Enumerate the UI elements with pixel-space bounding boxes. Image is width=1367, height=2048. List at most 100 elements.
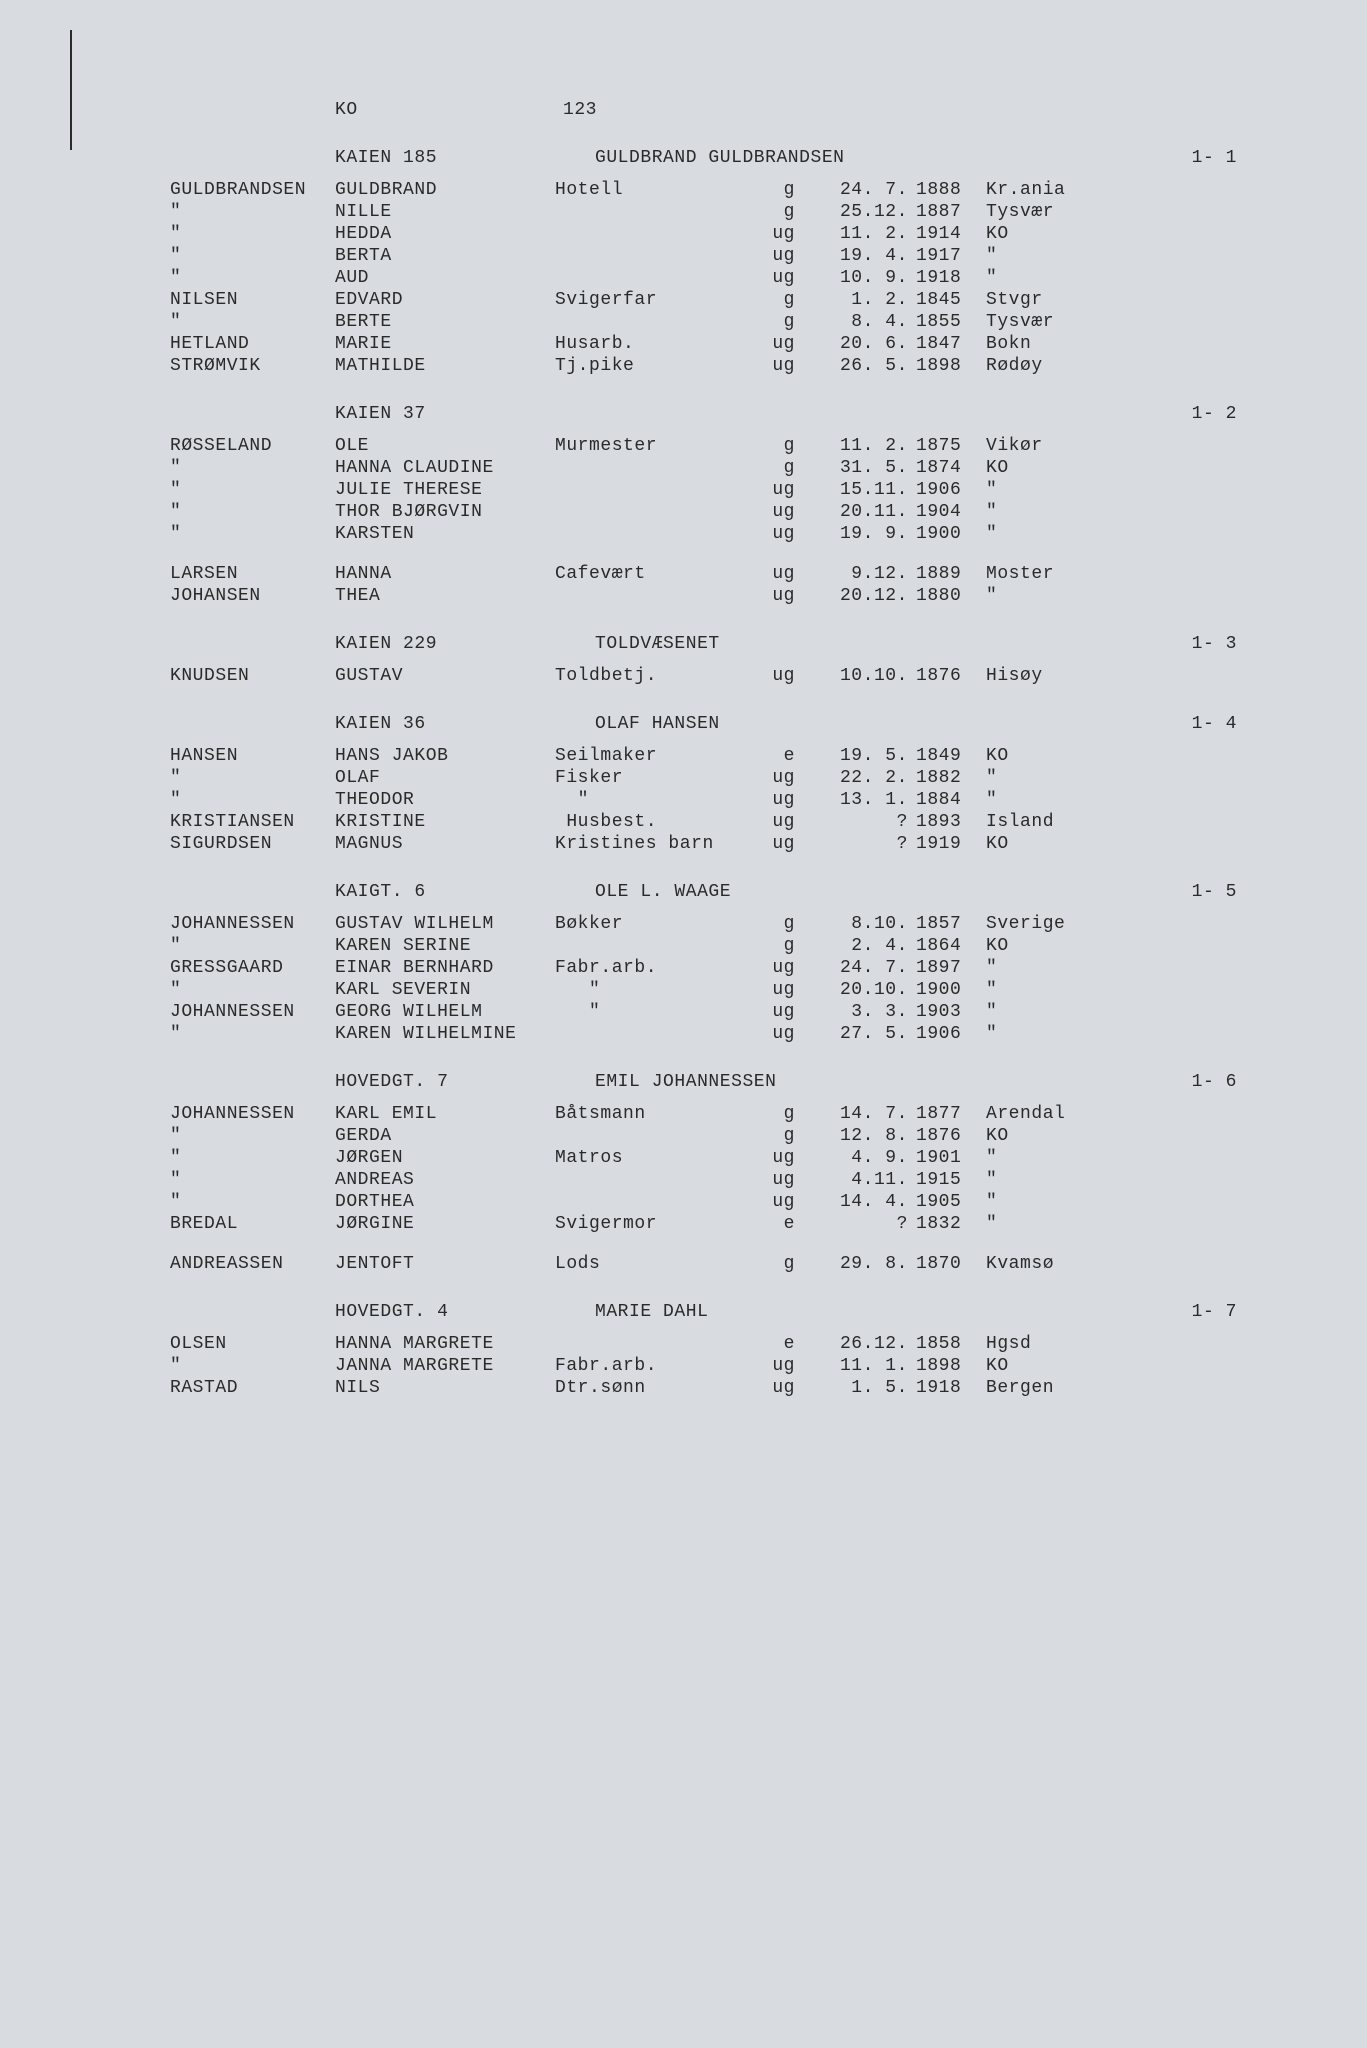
birth-date: 10.10. (803, 666, 916, 686)
birth-place: KO (986, 746, 1237, 766)
marital-status: ug (750, 1024, 803, 1044)
owner: TOLDVÆSENET (595, 634, 1157, 654)
birth-year: 1898 (916, 1356, 986, 1376)
entry-row: "KAREN SERINEg2. 4.1864KO (170, 936, 1237, 956)
occupation (555, 458, 750, 478)
spacer (170, 1302, 335, 1322)
birth-year: 1901 (916, 1148, 986, 1168)
given-name: THOR BJØRGVIN (335, 502, 555, 522)
entry-row: "ANDREASug4.11.1915" (170, 1170, 1237, 1190)
birth-place: Bergen (986, 1378, 1237, 1398)
birth-date: ? (803, 1214, 916, 1234)
surname: OLSEN (170, 1334, 335, 1354)
marital-status: ug (750, 1170, 803, 1190)
given-name: GEORG WILHELM (335, 1002, 555, 1022)
given-name: GERDA (335, 1126, 555, 1146)
birth-year: 1919 (916, 834, 986, 854)
address: KAIEN 36 (335, 714, 595, 734)
birth-place: " (986, 790, 1237, 810)
birth-year: 1914 (916, 224, 986, 244)
birth-place: " (986, 480, 1237, 500)
occupation (555, 502, 750, 522)
surname: NILSEN (170, 290, 335, 310)
surname: " (170, 224, 335, 244)
given-name: OLE (335, 436, 555, 456)
birth-date: 4.11. (803, 1170, 916, 1190)
surname: " (170, 1192, 335, 1212)
birth-place: KO (986, 936, 1237, 956)
surname: " (170, 1170, 335, 1190)
entry-row: "GERDAg12. 8.1876KO (170, 1126, 1237, 1146)
marital-status: g (750, 1126, 803, 1146)
surname: " (170, 1148, 335, 1168)
marital-status: ug (750, 980, 803, 1000)
section-header: KAIGT. 6OLE L. WAAGE1- 5 (170, 882, 1237, 902)
occupation (555, 1126, 750, 1146)
birth-year: 1917 (916, 246, 986, 266)
marital-status: g (750, 936, 803, 956)
header-code: KO (170, 100, 560, 120)
surname: " (170, 1126, 335, 1146)
page-header: KO 123 (170, 100, 1237, 120)
birth-place: " (986, 1024, 1237, 1044)
owner: OLE L. WAAGE (595, 882, 1157, 902)
given-name: ANDREAS (335, 1170, 555, 1190)
entry-row: "KARSTENug19. 9.1900" (170, 524, 1237, 544)
spacer (170, 1072, 335, 1092)
birth-year: 1845 (916, 290, 986, 310)
birth-year: 1898 (916, 356, 986, 376)
occupation: Fisker (555, 768, 750, 788)
marital-status: ug (750, 812, 803, 832)
address: KAIEN 185 (335, 148, 595, 168)
birth-date: 29. 8. (803, 1254, 916, 1274)
marital-status: ug (750, 1002, 803, 1022)
surname: " (170, 268, 335, 288)
birth-place: " (986, 958, 1237, 978)
entry-row: "THOR BJØRGVINug20.11.1904" (170, 502, 1237, 522)
marital-status: g (750, 914, 803, 934)
marital-status: ug (750, 524, 803, 544)
surname: " (170, 202, 335, 222)
entry-row: BREDALJØRGINESvigermore?1832" (170, 1214, 1237, 1234)
given-name: MATHILDE (335, 356, 555, 376)
occupation: Fabr.arb. (555, 958, 750, 978)
birth-year: 1877 (916, 1104, 986, 1124)
birth-date: ? (803, 812, 916, 832)
entry-row: NILSENEDVARDSvigerfarg1. 2.1845Stvgr (170, 290, 1237, 310)
birth-place: KO (986, 458, 1237, 478)
occupation: Svigermor (555, 1214, 750, 1234)
birth-date: 31. 5. (803, 458, 916, 478)
owner: EMIL JOHANNESSEN (595, 1072, 1157, 1092)
entry-row: ANDREASSENJENTOFTLodsg29. 8.1870Kvamsø (170, 1254, 1237, 1274)
section-header: KAIEN 371- 2 (170, 404, 1237, 424)
entry-row: JOHANNESSENGEORG WILHELM "ug3. 3.1903" (170, 1002, 1237, 1022)
birth-place: Bokn (986, 334, 1237, 354)
birth-year: 1849 (916, 746, 986, 766)
entry-row: SIGURDSENMAGNUSKristines barnug?1919KO (170, 834, 1237, 854)
birth-year: 1897 (916, 958, 986, 978)
given-name: JANNA MARGRETE (335, 1356, 555, 1376)
marital-status: ug (750, 958, 803, 978)
birth-date: 1. 5. (803, 1378, 916, 1398)
birth-date: 24. 7. (803, 958, 916, 978)
given-name: KAREN WILHELMINE (335, 1024, 555, 1044)
surname: BREDAL (170, 1214, 335, 1234)
birth-year: 1893 (916, 812, 986, 832)
marital-status: g (750, 1254, 803, 1274)
entry-row: "NILLEg25.12.1887Tysvær (170, 202, 1237, 222)
surname: " (170, 768, 335, 788)
birth-date: 11. 1. (803, 1356, 916, 1376)
birth-place: KO (986, 834, 1237, 854)
occupation: Cafevært (555, 564, 750, 584)
given-name: HANNA CLAUDINE (335, 458, 555, 478)
occupation: Fabr.arb. (555, 1356, 750, 1376)
occupation: Toldbetj. (555, 666, 750, 686)
birth-date: 11. 2. (803, 224, 916, 244)
entry-row: "KARL SEVERIN "ug20.10.1900" (170, 980, 1237, 1000)
given-name: NILLE (335, 202, 555, 222)
marital-status: e (750, 746, 803, 766)
birth-place: Stvgr (986, 290, 1237, 310)
birth-year: 1900 (916, 980, 986, 1000)
given-name: JENTOFT (335, 1254, 555, 1274)
marital-status: ug (750, 268, 803, 288)
